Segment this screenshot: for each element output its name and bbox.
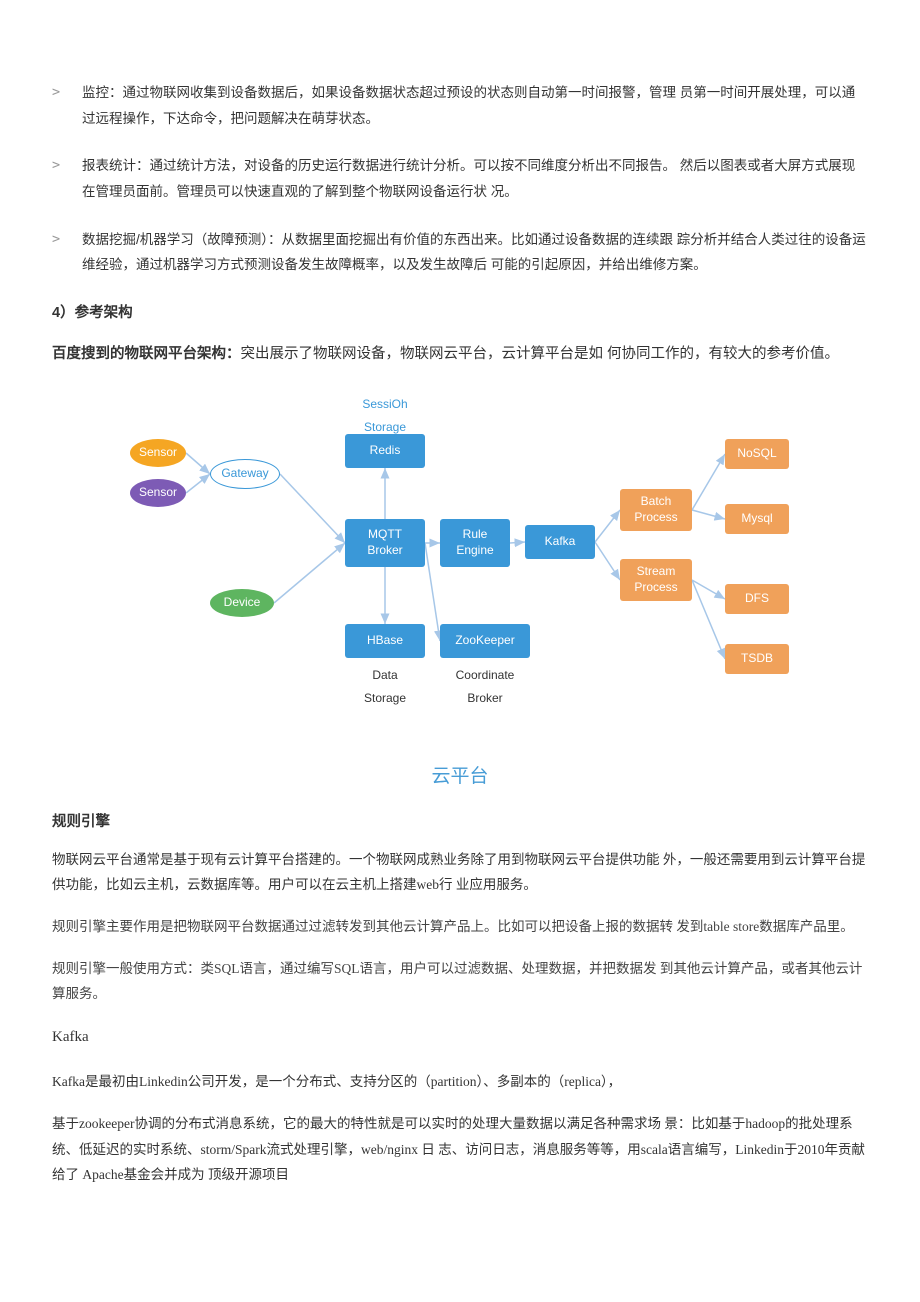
bullet-text: 数据挖掘/机器学习（故障预测）：从数据里面挖掘出有价值的东西出来。比如通过设备数… bbox=[82, 227, 868, 278]
cloud-title: 云平台 bbox=[52, 759, 868, 795]
diagram-node-mqtt: MQTT Broker bbox=[345, 519, 425, 567]
bullet-item: > 报表统计：通过统计方法，对设备的历史运行数据进行统计分析。可以按不同维度分析… bbox=[52, 153, 868, 204]
diagram-node-hbase: HBase bbox=[345, 624, 425, 658]
bullet-item: > 监控：通过物联网收集到设备数据后，如果设备数据状态超过预设的状态则自动第一时… bbox=[52, 80, 868, 131]
diagram-node-dfs: DFS bbox=[725, 584, 789, 614]
rule-engine-heading: 规则引擎 bbox=[52, 809, 868, 837]
rule-paragraph-1: 物联网云平台通常是基于现有云计算平台搭建的。一个物联网成熟业务除了用到物联网云平… bbox=[52, 847, 868, 898]
bullet-text: 报表统计：通过统计方法，对设备的历史运行数据进行统计分析。可以按不同维度分析出不… bbox=[82, 153, 868, 204]
bullet-mark: > bbox=[52, 80, 82, 131]
bullet-text: 监控：通过物联网收集到设备数据后，如果设备数据状态超过预设的状态则自动第一时间报… bbox=[82, 80, 868, 131]
kafka-heading: Kafka bbox=[52, 1023, 868, 1052]
section-heading-4: 4）参考架构 bbox=[52, 300, 868, 328]
diagram-node-sensor1: Sensor bbox=[130, 439, 186, 467]
rule-paragraph-3: 规则引擎一般使用方式：类SQL语言，通过编写SQL语言，用户可以过滤数据、处理数… bbox=[52, 956, 868, 1007]
bullet-mark: > bbox=[52, 227, 82, 278]
coordinate-broker-label: Coordinate Broker bbox=[440, 664, 530, 710]
kafka-paragraph-2: 基于zookeeper协调的分布式消息系统，它的最大的特性就是可以实时的处理大量… bbox=[52, 1111, 868, 1188]
diagram-node-zk: ZooKeeper bbox=[440, 624, 530, 658]
data-storage-label: Data Storage bbox=[345, 664, 425, 710]
diagram-node-mysql: Mysql bbox=[725, 504, 789, 534]
diagram-node-device: Device bbox=[210, 589, 274, 617]
diagram-node-batch: Batch Process bbox=[620, 489, 692, 531]
bullet-mark: > bbox=[52, 153, 82, 204]
diagram-node-stream: Stream Process bbox=[620, 559, 692, 601]
diagram-node-nosql: NoSQL bbox=[725, 439, 789, 469]
diagram-node-rule: Rule Engine bbox=[440, 519, 510, 567]
bullet-item: > 数据挖掘/机器学习（故障预测）：从数据里面挖掘出有价值的东西出来。比如通过设… bbox=[52, 227, 868, 278]
intro-bold: 百度搜到的物联网平台架构： bbox=[52, 346, 241, 362]
diagram-node-gateway: Gateway bbox=[210, 459, 280, 489]
diagram-node-redis: Redis bbox=[345, 434, 425, 468]
kafka-paragraph-1: Kafka是最初由Linkedin公司开发，是一个分布式、支持分区的（parti… bbox=[52, 1069, 868, 1095]
architecture-diagram: SessiOh Storage Sensor Sensor Gateway Devic… bbox=[130, 389, 790, 729]
rule-paragraph-2: 规则引擎主要作用是把物联网平台数据通过过滤转发到其他云计算产品上。比如可以把设备… bbox=[52, 914, 868, 940]
session-storage-label: SessiOh Storage bbox=[345, 393, 425, 439]
diagram-node-kafka: Kafka bbox=[525, 525, 595, 559]
intro-paragraph: 百度搜到的物联网平台架构：突出展示了物联网设备，物联网云平台，云计算平台是如 何… bbox=[52, 341, 868, 369]
bullet-list: > 监控：通过物联网收集到设备数据后，如果设备数据状态超过预设的状态则自动第一时… bbox=[52, 80, 868, 278]
diagram-node-sensor2: Sensor bbox=[130, 479, 186, 507]
diagram-node-tsdb: TSDB bbox=[725, 644, 789, 674]
intro-rest: 突出展示了物联网设备，物联网云平台，云计算平台是如 何协同工作的，有较大的参考价… bbox=[241, 346, 840, 362]
